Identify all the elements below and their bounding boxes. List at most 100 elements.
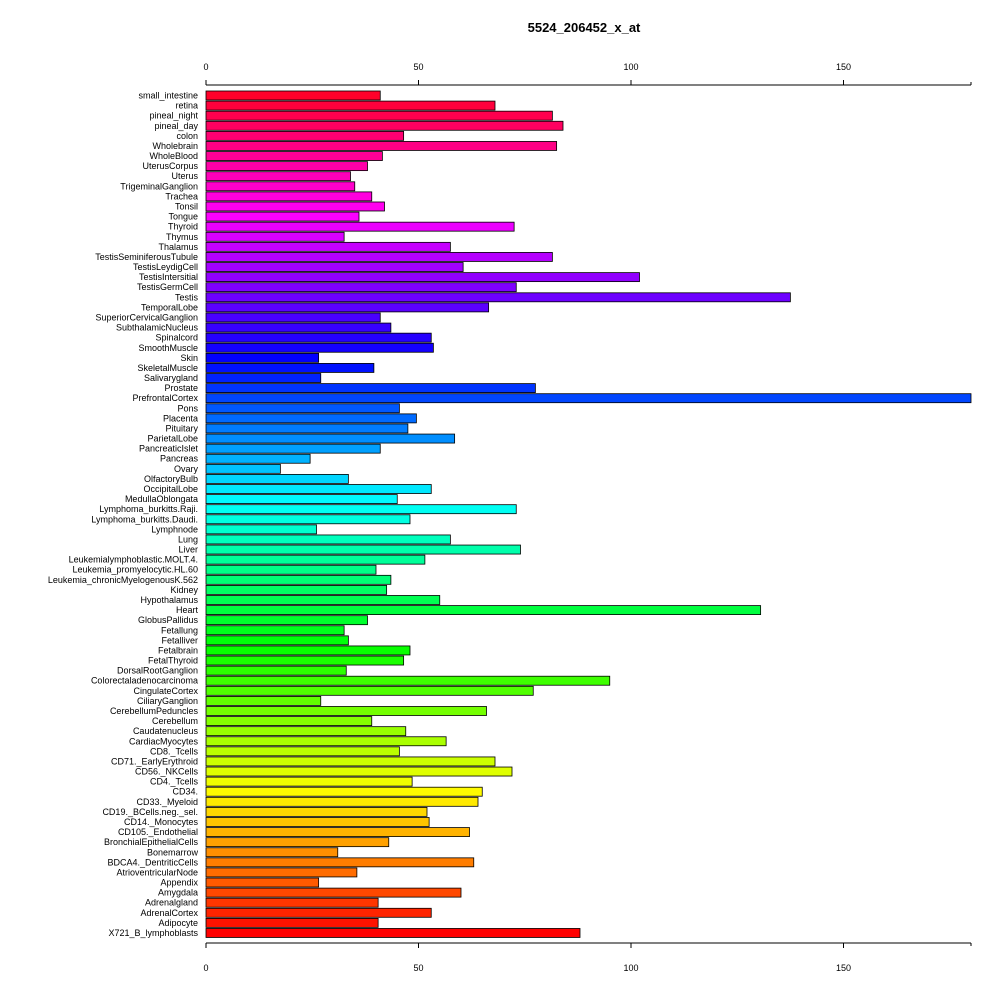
bar xyxy=(205,463,281,474)
category-label: SmoothMuscle xyxy=(138,343,198,353)
category-label: SuperiorCervicalGanglion xyxy=(95,312,198,322)
category-label: Tonsil xyxy=(175,201,198,211)
bar xyxy=(205,716,373,726)
bar xyxy=(205,494,398,505)
bar xyxy=(205,181,356,192)
category-label: Hypothalamus xyxy=(140,595,198,605)
bar xyxy=(205,474,349,484)
category-label: ParietalLobe xyxy=(147,434,198,444)
category-label: Tongue xyxy=(168,212,198,222)
bar xyxy=(205,110,553,121)
bar xyxy=(205,252,553,262)
bar xyxy=(205,443,381,454)
category-label: MedullaOblongata xyxy=(125,494,198,504)
category-label: SkeletalMuscle xyxy=(137,363,198,373)
category-label: Lymphoma_burkitts.Raji. xyxy=(99,504,198,514)
category-label: Fetalliver xyxy=(161,635,198,645)
category-label: Prostate xyxy=(164,383,198,393)
bar xyxy=(205,524,317,535)
bar-series xyxy=(205,90,972,938)
category-label: TrigeminalGanglion xyxy=(120,181,198,191)
bar xyxy=(205,806,428,817)
category-label: Thalamus xyxy=(158,242,198,252)
bar xyxy=(205,635,349,646)
bottom-axis-tick-label: 50 xyxy=(413,963,423,973)
category-label: BDCA4._DentriticCells xyxy=(107,857,198,867)
bar xyxy=(205,90,381,101)
category-label: Thyroid xyxy=(168,222,198,232)
category-label: Lung xyxy=(178,534,198,544)
category-label: Lymphnode xyxy=(151,524,198,534)
category-label: Ovary xyxy=(174,464,199,474)
category-label: Trachea xyxy=(165,191,198,201)
category-label: Placenta xyxy=(163,413,198,423)
bar xyxy=(205,272,640,283)
category-label: CD71._EarlyErythroid xyxy=(111,756,198,766)
bottom-axis-tick-label: 0 xyxy=(203,963,208,973)
category-label: X721_B_lymphoblasts xyxy=(108,928,198,938)
bar xyxy=(205,574,392,585)
category-label: AdrenalCortex xyxy=(140,908,198,918)
category-label: UterusCorpus xyxy=(142,161,198,171)
category-label: Uterus xyxy=(171,171,198,181)
bar xyxy=(205,534,451,545)
category-label: SubthalamicNucleus xyxy=(116,323,199,333)
category-label: Salivarygland xyxy=(144,373,198,383)
category-label: Leukemia_promyelocytic.HL.60 xyxy=(72,565,198,575)
bar xyxy=(205,756,496,767)
bar xyxy=(205,917,379,928)
bar xyxy=(205,746,400,757)
category-label: Pons xyxy=(177,403,198,413)
category-label: Leukemialymphoblastic.MOLT.4. xyxy=(69,555,198,565)
category-label: Thymus xyxy=(166,232,199,242)
chart-title: 5524_206452_x_at xyxy=(527,20,641,35)
category-label: BronchialEpithelialCells xyxy=(104,837,199,847)
category-label: Testis xyxy=(175,292,199,302)
top-axis-tick-label: 50 xyxy=(413,62,423,72)
category-label: AtrioventricularNode xyxy=(116,867,198,877)
bar xyxy=(205,171,351,182)
bar xyxy=(205,776,413,787)
bar xyxy=(205,645,411,656)
bar xyxy=(205,413,417,424)
bar xyxy=(205,887,462,898)
bar xyxy=(205,837,390,848)
category-label: Wholebrain xyxy=(152,141,198,151)
category-label: CardiacMyocytes xyxy=(129,736,199,746)
category-label: CiliaryGanglion xyxy=(137,696,198,706)
bar xyxy=(205,615,368,626)
bar xyxy=(205,352,320,363)
category-label: CD33._Myeloid xyxy=(136,797,198,807)
bar xyxy=(205,625,345,636)
category-label: OccipitalLobe xyxy=(143,484,198,494)
bar xyxy=(205,332,432,343)
bar xyxy=(205,241,451,252)
bar xyxy=(205,423,409,434)
bar xyxy=(205,564,377,575)
bar xyxy=(205,262,464,272)
bar xyxy=(205,554,426,565)
category-label: TestisIntersitial xyxy=(139,272,198,282)
bar xyxy=(205,544,521,555)
category-label: CD34. xyxy=(172,787,198,797)
bar xyxy=(205,484,432,494)
category-label: pineal_night xyxy=(149,111,198,121)
bar xyxy=(205,342,434,353)
bar xyxy=(205,766,513,777)
bottom-axis-tick-label: 100 xyxy=(623,963,638,973)
category-label: Cerebellum xyxy=(152,716,198,726)
category-label: TemporalLobe xyxy=(141,302,198,312)
bar xyxy=(205,130,405,141)
bar xyxy=(205,907,432,918)
category-label: TestisGermCell xyxy=(137,282,198,292)
category-label: TestisSeminiferousTubule xyxy=(95,252,198,262)
category-label: TestisLeydigCell xyxy=(133,262,198,272)
bar xyxy=(205,191,373,202)
bar xyxy=(205,706,487,716)
category-label: Caudatenucleus xyxy=(133,726,199,736)
bar xyxy=(205,393,972,404)
bottom-x-axis: 0 50 100 150 xyxy=(203,942,972,973)
bar xyxy=(205,363,375,373)
category-label: CD105._Endothelial xyxy=(118,827,198,837)
bar xyxy=(205,403,400,414)
